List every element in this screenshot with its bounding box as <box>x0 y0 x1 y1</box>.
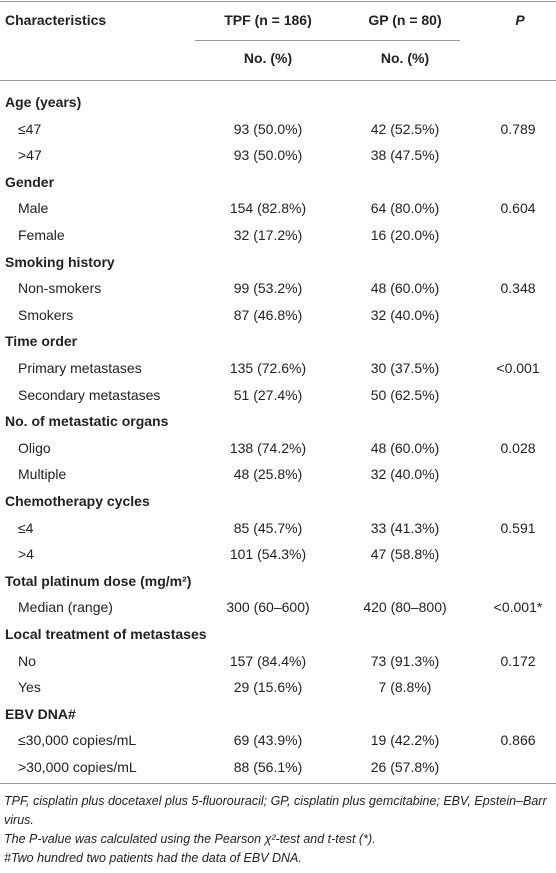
tpf-cell: 300 (60–600) <box>226 599 310 616</box>
row-label: Secondary metastases <box>18 386 161 403</box>
tpf-cell: 99 (53.2%) <box>233 280 303 297</box>
row-label: Yes <box>18 679 41 696</box>
tpf-cell: 157 (84.4%) <box>229 652 307 669</box>
group-rule <box>195 40 460 41</box>
p-cell: 0.866 <box>500 732 536 749</box>
p-cell: 0.789 <box>500 120 536 137</box>
gp-cell: 32 (40.0%) <box>370 306 440 323</box>
gp-cell: 16 (20.0%) <box>370 227 440 243</box>
header-gp-unit: No. (%) <box>380 50 430 66</box>
tpf-cell: 85 (45.7%) <box>233 519 303 536</box>
gp-cell: 30 (37.5%) <box>370 360 440 376</box>
section-title: Age (years) <box>5 94 82 110</box>
footnote: The P-value was calculated using the Pea… <box>4 832 376 846</box>
section-title: Smoking history <box>5 253 115 270</box>
gp-cell: 32 (40.0%) <box>370 466 440 483</box>
tpf-cell: 138 (74.2%) <box>229 439 307 456</box>
gp-cell: 47 (58.8%) <box>370 546 440 563</box>
tpf-cell: 87 (46.8%) <box>233 306 303 323</box>
footnotes: TPF, cisplatin plus docetaxel plus 5-flu… <box>4 792 552 868</box>
gp-cell: 73 (91.3%) <box>370 652 440 669</box>
tpf-cell: 101 (54.3%) <box>229 546 307 563</box>
tpf-cell: 88 (56.1%) <box>233 759 303 775</box>
gp-cell: 420 (80–800) <box>363 599 447 616</box>
bottom-rule <box>0 783 556 784</box>
p-cell: <0.001* <box>493 599 543 616</box>
section-title: Local treatment of metastases <box>5 626 207 642</box>
footnote: TPF, cisplatin plus docetaxel plus 5-flu… <box>4 794 547 827</box>
header-characteristics: Characteristics <box>5 12 107 28</box>
header-rule <box>0 80 556 81</box>
p-cell: 0.028 <box>500 439 536 456</box>
section-title: No. of metastatic organs <box>5 413 169 430</box>
p-cell: 0.348 <box>500 280 536 297</box>
row-label: ≤4 <box>18 519 34 536</box>
row-label: Smokers <box>18 306 74 323</box>
section-title: EBV DNA# <box>5 705 76 722</box>
row-label: Female <box>18 227 65 243</box>
header-p: P <box>515 12 525 28</box>
row-label: Male <box>18 200 49 217</box>
row-label: >30,000 copies/mL <box>18 759 137 775</box>
gp-cell: 38 (47.5%) <box>370 147 440 164</box>
tpf-cell: 135 (72.6%) <box>229 360 307 376</box>
gp-cell: 48 (60.0%) <box>370 439 440 456</box>
row-label: Primary metastases <box>18 360 142 376</box>
section-title: Gender <box>5 173 55 190</box>
gp-cell: 33 (41.3%) <box>370 519 440 536</box>
tpf-cell: 29 (15.6%) <box>233 679 303 696</box>
gp-cell: 42 (52.5%) <box>370 120 440 137</box>
row-label: No <box>18 652 36 669</box>
row-label: Median (range) <box>18 599 113 616</box>
gp-cell: 26 (57.8%) <box>370 759 440 775</box>
gp-cell: 7 (8.8%) <box>378 679 432 696</box>
row-label: ≤30,000 copies/mL <box>18 732 137 749</box>
top-rule <box>0 1 556 2</box>
p-cell: 0.604 <box>500 200 536 217</box>
tpf-cell: 154 (82.8%) <box>229 200 307 217</box>
row-label: >47 <box>18 147 42 164</box>
gp-cell: 48 (60.0%) <box>370 280 440 297</box>
row-label: Non-smokers <box>18 280 102 297</box>
header-gp: GP (n = 80) <box>368 12 442 28</box>
header-tpf-unit: No. (%) <box>243 50 293 66</box>
row-label: ≤47 <box>18 120 42 137</box>
gp-cell: 50 (62.5%) <box>370 386 440 403</box>
section-title: Chemotherapy cycles <box>5 493 150 509</box>
p-cell: 0.172 <box>500 652 536 669</box>
tpf-cell: 69 (43.9%) <box>233 732 303 749</box>
section-title: Total platinum dose (mg/m²) <box>5 572 192 589</box>
row-label: Multiple <box>18 466 67 483</box>
header-tpf: TPF (n = 186) <box>224 12 312 28</box>
row-label: Oligo <box>18 439 51 456</box>
tpf-cell: 48 (25.8%) <box>233 466 303 483</box>
tpf-cell: 93 (50.0%) <box>233 147 303 164</box>
tpf-cell: 32 (17.2%) <box>233 227 303 243</box>
p-cell: 0.591 <box>500 519 536 536</box>
tpf-cell: 51 (27.4%) <box>233 386 303 403</box>
gp-cell: 19 (42.2%) <box>370 732 440 749</box>
footnote: #Two hundred two patients had the data o… <box>4 851 302 865</box>
row-label: >4 <box>18 546 34 563</box>
section-title: Time order <box>5 333 78 350</box>
p-cell: <0.001 <box>496 360 540 376</box>
tpf-cell: 93 (50.0%) <box>233 120 303 137</box>
gp-cell: 64 (80.0%) <box>370 200 440 217</box>
